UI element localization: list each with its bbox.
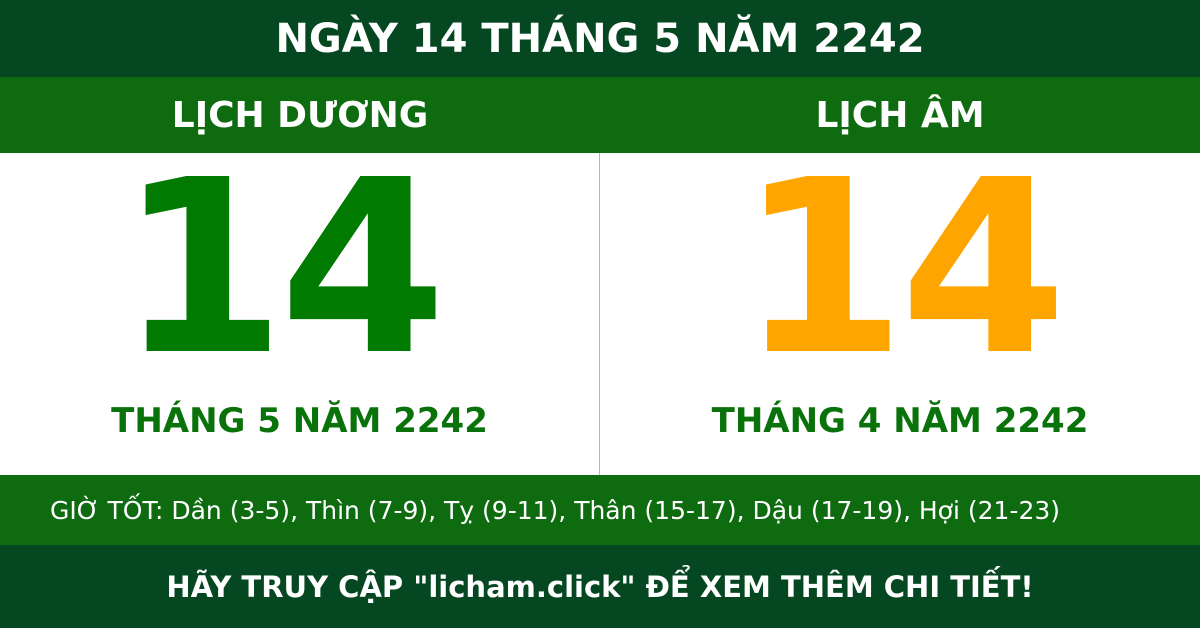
solar-month-year: THÁNG 5 NĂM 2242 bbox=[111, 401, 488, 441]
page-title: NGÀY 14 THÁNG 5 NĂM 2242 bbox=[0, 0, 1200, 77]
calendar-body: 14 THÁNG 5 NĂM 2242 14 THÁNG 4 NĂM 2242 bbox=[0, 128, 1200, 475]
footer-cta: HÃY TRUY CẬP "licham.click" ĐỂ XEM THÊM … bbox=[0, 545, 1200, 628]
solar-day: 14 bbox=[118, 128, 447, 408]
good-hours: GIỜ TỐT: Dần (3-5), Thìn (7-9), Tỵ (9-11… bbox=[0, 475, 1200, 545]
solar-calendar-label: LỊCH DƯƠNG bbox=[171, 94, 429, 136]
lunar-month-year: THÁNG 4 NĂM 2242 bbox=[711, 401, 1089, 441]
lunar-calendar-label: LỊCH ÂM bbox=[815, 94, 985, 136]
calendar-headers: LỊCH DƯƠNG LỊCH ÂM bbox=[0, 77, 1200, 153]
solar-panel: 14 THÁNG 5 NĂM 2242 bbox=[0, 128, 600, 475]
lunar-panel: 14 THÁNG 4 NĂM 2242 bbox=[600, 128, 1200, 475]
lunar-day: 14 bbox=[739, 128, 1067, 408]
